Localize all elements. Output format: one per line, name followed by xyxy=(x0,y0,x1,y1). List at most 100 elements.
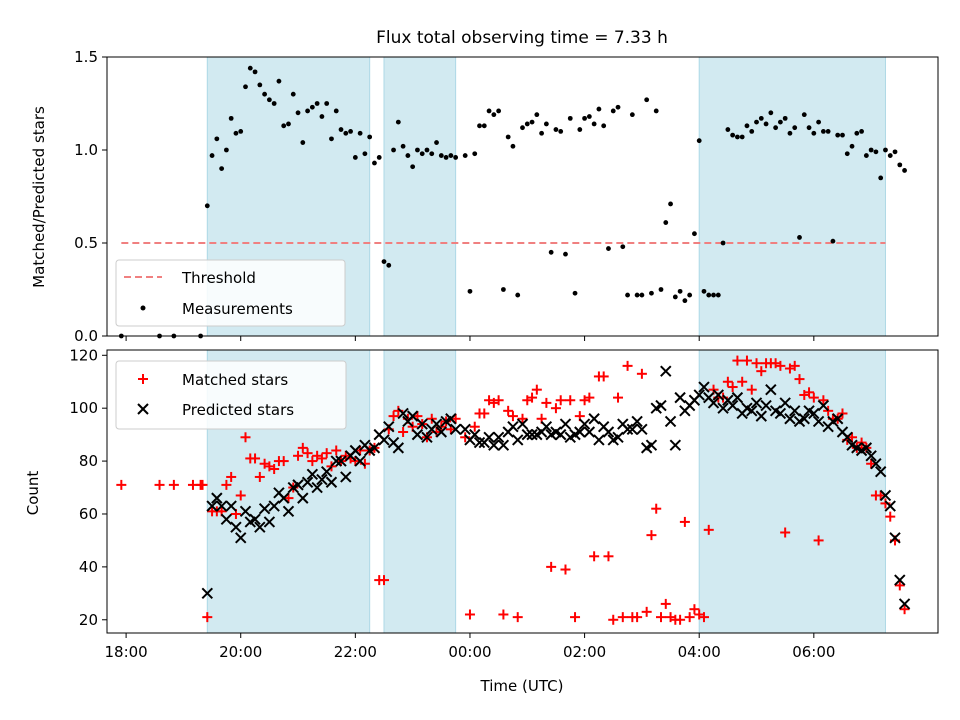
matched-star-marker xyxy=(293,450,304,461)
bottom-legend: Matched stars Predicted stars xyxy=(115,360,347,430)
matched-star-marker xyxy=(646,530,657,541)
predicted-star-marker xyxy=(593,434,605,446)
matched-star-marker xyxy=(546,561,557,572)
predicted-star-marker xyxy=(540,420,553,433)
matched-star-marker xyxy=(746,384,757,395)
measurement-point xyxy=(305,108,310,114)
measurement-point xyxy=(682,298,688,304)
measurement-point xyxy=(281,123,287,129)
predicted-star-marker xyxy=(526,428,538,441)
shaded-interval xyxy=(698,349,886,634)
matched-star-marker xyxy=(866,458,877,469)
predicted-star-marker xyxy=(340,471,352,483)
predicted-star-marker xyxy=(368,442,381,454)
measurement-point xyxy=(658,287,664,292)
matched-star-marker xyxy=(541,397,552,408)
shaded-interval xyxy=(698,56,886,337)
measurement-point xyxy=(868,147,874,153)
measurement-point xyxy=(381,259,387,264)
matched-star-marker xyxy=(608,614,619,625)
measurement-point xyxy=(563,251,568,257)
measurement-point xyxy=(438,153,444,158)
predicted-star-marker xyxy=(306,468,319,481)
matched-star-marker xyxy=(813,535,824,546)
predicted-star-marker xyxy=(201,587,214,600)
predicted-star-marker xyxy=(449,423,462,436)
predicted-star-marker xyxy=(330,455,342,467)
matched-star-marker xyxy=(269,464,280,475)
x-tick-label: 06:00 xyxy=(792,643,835,661)
matched-star-marker xyxy=(517,413,528,424)
bottom-panel: 20 40 60 80 100 120 18:00 20:00 22:00 00:00 02:00… xyxy=(24,346,939,695)
legend-measurements-swatch xyxy=(140,305,146,311)
predicted-star-marker xyxy=(765,383,777,396)
measurement-point xyxy=(505,134,511,140)
shaded-interval xyxy=(383,56,457,337)
measurement-point xyxy=(844,151,850,157)
predicted-star-marker xyxy=(297,492,309,504)
x-tick-label: 04:00 xyxy=(678,643,721,661)
measurement-point xyxy=(596,106,602,112)
measurement-point xyxy=(720,240,726,246)
measurement-point xyxy=(295,110,301,116)
matched-star-marker xyxy=(847,432,858,443)
measurement-point xyxy=(825,129,831,134)
bottom-y-axis-label: Count xyxy=(24,471,42,516)
measurement-point xyxy=(314,101,320,106)
measurement-point xyxy=(400,143,406,149)
matched-star-marker xyxy=(703,524,714,535)
measurement-point xyxy=(672,294,678,300)
measurement-point xyxy=(811,130,817,136)
predicted-star-marker xyxy=(750,397,763,409)
matched-star-marker xyxy=(527,392,538,403)
measurement-point xyxy=(615,104,621,110)
predicted-star-marker xyxy=(574,426,586,438)
matched-star-marker xyxy=(278,456,289,467)
measurement-point xyxy=(591,121,597,127)
top-legend: Threshold Measurements xyxy=(115,259,346,327)
predicted-star-marker xyxy=(879,489,892,502)
x-axis-label: Time (UTC) xyxy=(480,677,564,695)
measurement-point xyxy=(266,97,272,103)
predicted-star-marker xyxy=(435,426,448,438)
measurement-point xyxy=(553,127,559,132)
predicted-star-marker xyxy=(612,431,624,443)
predicted-star-marker xyxy=(588,413,600,425)
measurement-point xyxy=(410,164,416,170)
predicted-star-marker xyxy=(865,450,877,462)
measurement-point xyxy=(668,201,673,207)
predicted-star-marker xyxy=(731,391,744,404)
matched-star-marker xyxy=(355,445,366,456)
predicted-star-marker xyxy=(636,423,648,436)
measurement-point xyxy=(730,132,736,138)
predicted-star-marker xyxy=(521,428,533,441)
measurement-point xyxy=(219,166,225,172)
matched-star-marker xyxy=(756,366,767,377)
y-tick-label: 0.0 xyxy=(74,327,98,345)
y-tick-label: 40 xyxy=(79,558,98,576)
measurement-point xyxy=(333,108,339,114)
legend-predicted-label: Predicted stars xyxy=(182,401,294,419)
predicted-star-marker xyxy=(397,407,409,420)
matched-star-marker xyxy=(727,382,738,393)
x-tick-label: 00:00 xyxy=(448,643,491,661)
predicted-star-marker xyxy=(760,399,772,412)
measurement-point xyxy=(873,149,879,155)
measurement-point xyxy=(352,155,358,160)
matched-star-marker xyxy=(818,395,829,406)
matched-star-marker xyxy=(254,471,265,482)
measurement-point xyxy=(649,290,654,296)
predicted-star-marker xyxy=(755,410,768,422)
predicted-star-marker xyxy=(712,389,725,401)
matched-star-marker xyxy=(493,395,504,406)
measurement-point xyxy=(816,119,822,125)
predicted-star-marker xyxy=(693,389,705,401)
predicted-star-marker xyxy=(411,428,424,441)
measurement-point xyxy=(223,147,229,153)
measurement-point xyxy=(362,151,368,157)
measurement-point xyxy=(548,249,554,255)
measurement-point xyxy=(744,123,750,129)
matched-star-marker xyxy=(684,612,695,623)
matched-star-marker xyxy=(235,490,246,501)
